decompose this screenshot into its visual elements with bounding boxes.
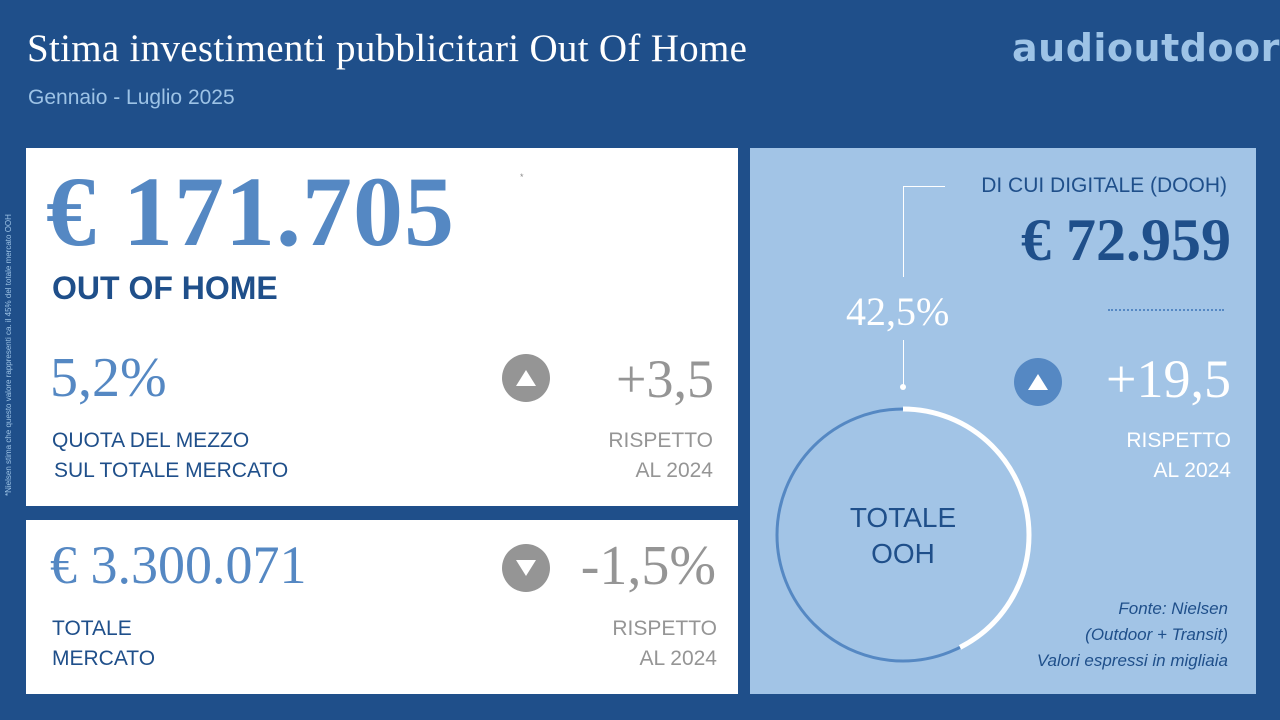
donut-center-label: TOTALE OOH — [770, 500, 1036, 572]
ooh-value: € 171.705 — [46, 156, 455, 267]
share-label: QUOTA DEL MEZZO SUL TOTALE MERCATO — [52, 426, 288, 486]
triangle-up-icon — [1014, 358, 1062, 406]
footnote-vertical: *Nielsen stima che questo valore rappres… — [4, 214, 13, 496]
share-compare-label: RISPETTO AL 2024 — [608, 426, 713, 486]
leader-line — [903, 186, 904, 277]
compare-line1: RISPETTO — [1126, 429, 1231, 452]
market-label-line1: TOTALE — [52, 617, 132, 640]
page-title: Stima investimenti pubblicitari Out Of H… — [27, 27, 748, 70]
donut-label-line1: TOTALE — [849, 502, 957, 533]
brand-logo: audioutdoor — [1012, 26, 1280, 70]
market-label-line2: MERCATO — [52, 647, 156, 670]
source-line3: Valori espressi in migliaia — [1036, 651, 1228, 670]
footnote-marker: * — [520, 172, 524, 182]
market-card: € 3.300.071 TOTALE MERCATO -1,5% RISPETT… — [26, 520, 738, 694]
triangle-up-icon — [502, 354, 550, 402]
leader-line — [903, 186, 945, 187]
compare-line2: AL 2024 — [635, 459, 713, 482]
share-delta: +3,5 — [616, 349, 714, 409]
share-label-line2: SUL TOTALE MERCATO — [54, 459, 289, 482]
dooh-delta: +19,5 — [1106, 349, 1231, 409]
ooh-card: € 171.705 * OUT OF HOME 5,2% QUOTA DEL M… — [26, 148, 738, 506]
dooh-label: DI CUI DIGITALE (DOOH) — [981, 174, 1227, 197]
dooh-panel: 42,5% DI CUI DIGITALE (DOOH) € 72.959 +1… — [750, 148, 1256, 694]
dooh-share-percent: 42,5% — [846, 289, 950, 334]
source-note: Fonte: Nielsen (Outdoor + Transit) Valor… — [1037, 596, 1228, 674]
triangle-down-icon — [502, 544, 550, 592]
source-line2: (Outdoor + Transit) — [1085, 625, 1228, 644]
compare-line1: RISPETTO — [612, 617, 717, 640]
compare-line1: RISPETTO — [608, 429, 713, 452]
share-label-line1: QUOTA DEL MEZZO — [52, 429, 250, 452]
compare-line2: AL 2024 — [639, 647, 717, 670]
compare-line2: AL 2024 — [1153, 459, 1231, 482]
market-value: € 3.300.071 — [50, 535, 307, 595]
dooh-compare-label: RISPETTO AL 2024 — [1126, 426, 1231, 486]
market-compare-label: RISPETTO AL 2024 — [612, 614, 717, 674]
donut-label-line2: OOH — [871, 538, 935, 569]
ooh-donut-chart — [774, 406, 1032, 664]
share-value: 5,2% — [50, 347, 167, 409]
period-subtitle: Gennaio - Luglio 2025 — [28, 86, 235, 109]
leader-dot — [900, 384, 906, 390]
market-label: TOTALE MERCATO — [52, 614, 155, 674]
leader-line — [903, 340, 904, 386]
dooh-value: € 72.959 — [1021, 207, 1231, 273]
donut-dooh-arc — [774, 406, 1032, 664]
dotted-divider — [1108, 309, 1224, 311]
market-delta: -1,5% — [580, 535, 716, 597]
ooh-label: OUT OF HOME — [52, 270, 278, 306]
source-line1: Fonte: Nielsen — [1118, 599, 1228, 618]
